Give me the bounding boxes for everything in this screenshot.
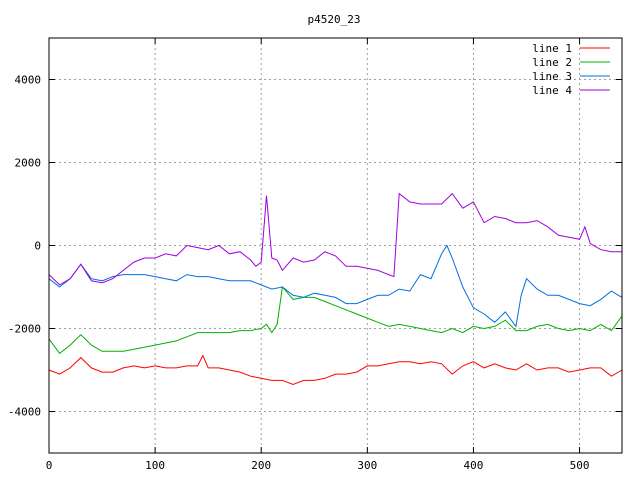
- series-line-1: [48, 354, 623, 386]
- legend-label: line 3: [532, 70, 572, 83]
- grid-lines: [49, 38, 622, 453]
- x-tick-label: 0: [46, 459, 53, 472]
- x-tick-label: 400: [464, 459, 484, 472]
- chart-title: p4520_23: [308, 13, 361, 26]
- legend-label: line 4: [532, 84, 572, 97]
- series-group: [48, 192, 623, 386]
- legend-label: line 1: [532, 42, 572, 55]
- y-tick-label: -4000: [8, 406, 41, 419]
- series-line-2: [48, 285, 623, 355]
- y-tick-label: 2000: [15, 157, 42, 170]
- axis-ticks: 0 100 200 300 400 500 -4000 -2000 0 2000 4000: [8, 38, 622, 472]
- legend-label: line 2: [532, 56, 572, 69]
- x-tick-label: 200: [251, 459, 271, 472]
- x-tick-label: 300: [357, 459, 377, 472]
- x-tick-label: 100: [145, 459, 165, 472]
- series-line-3: [48, 244, 623, 328]
- y-tick-label: -2000: [8, 323, 41, 336]
- x-tick-label: 500: [570, 459, 590, 472]
- y-tick-label: 0: [34, 240, 41, 253]
- series-line-4: [48, 192, 622, 286]
- y-tick-label: 4000: [15, 74, 42, 87]
